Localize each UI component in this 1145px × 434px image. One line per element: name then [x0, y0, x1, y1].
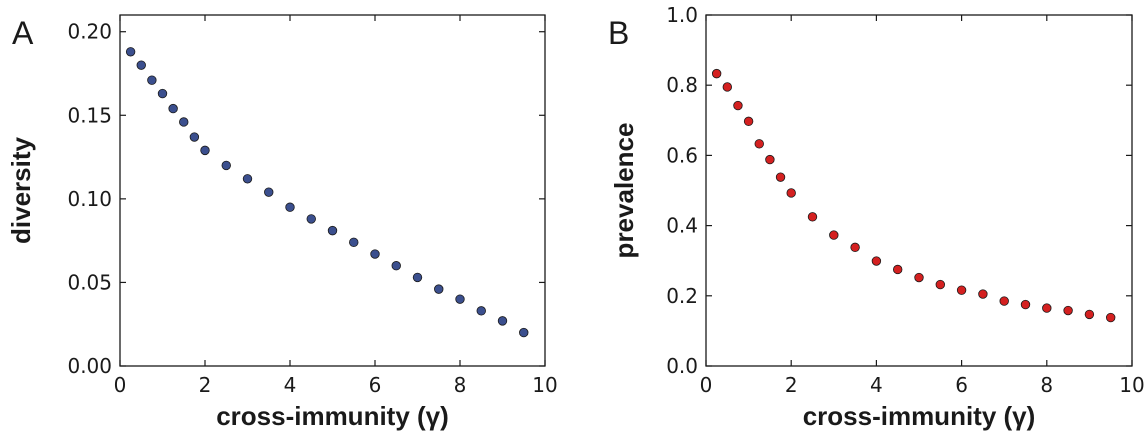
data-point: [200, 145, 210, 156]
x-tick-label: 8: [454, 373, 467, 397]
x-tick-label: 2: [199, 373, 212, 397]
x-tick-label: 4: [870, 373, 883, 397]
data-point: [893, 264, 903, 275]
data-point: [786, 188, 796, 198]
data-point: [242, 174, 253, 184]
y-axis-title: prevalence: [609, 123, 639, 259]
data-point: [391, 261, 401, 271]
data-point: [221, 160, 231, 171]
y-tick-label: 1.0: [666, 3, 698, 27]
x-axis-title: cross-immunity (γ): [216, 401, 449, 431]
y-tick-label: 0.2: [666, 284, 698, 308]
x-tick-label: 6: [955, 373, 968, 397]
data-point: [349, 237, 359, 248]
y-tick-label: 0.8: [666, 73, 698, 97]
data-point: [754, 139, 764, 149]
data-point: [1063, 305, 1073, 316]
x-tick-label: 0: [114, 373, 127, 397]
data-point: [935, 279, 946, 290]
data-point: [168, 103, 178, 114]
data-point: [455, 294, 465, 304]
data-point: [412, 272, 423, 283]
y-tick-label: 0.6: [666, 143, 698, 167]
data-point: [850, 242, 860, 253]
data-point: [327, 225, 338, 236]
data-point: [264, 187, 274, 197]
data-point: [370, 249, 380, 259]
x-tick-label: 0: [700, 373, 713, 397]
panel-B: B 0 2 4 6 8 10 0.0 0.2 0.4 0.6 0.8 1.0 cross-immunity…: [608, 3, 1145, 431]
plot-frame: [119, 14, 546, 367]
data-point: [476, 306, 486, 316]
data-point: [956, 285, 967, 295]
x-tick-label: 8: [1040, 373, 1053, 397]
data-point: [147, 75, 157, 85]
panel-letter: B: [608, 15, 629, 51]
data-point: [285, 202, 295, 212]
x-tick-label: 2: [785, 373, 798, 397]
data-point: [829, 230, 839, 240]
data-point: [775, 172, 786, 182]
data-point: [189, 132, 200, 142]
x-tick-label: 10: [1119, 373, 1144, 397]
x-tick-label: 10: [532, 373, 557, 397]
data-point: [306, 214, 316, 224]
data-point: [722, 82, 733, 92]
x-tick-label: 6: [369, 373, 382, 397]
data-point: [1105, 312, 1116, 323]
x-tick-label: 4: [284, 373, 297, 397]
y-tick-label: 0.20: [67, 20, 112, 44]
y-tick-label: 0.00: [67, 354, 112, 378]
data-point: [519, 327, 529, 338]
data-point: [434, 284, 444, 294]
data-point: [497, 316, 508, 326]
y-tick-label: 0.0: [666, 354, 698, 378]
data-point: [1042, 303, 1052, 313]
data-point: [999, 296, 1009, 306]
y-tick-label: 0.05: [67, 270, 112, 294]
data-point: [978, 289, 988, 299]
data-point: [1020, 299, 1031, 310]
data-point: [1084, 309, 1095, 320]
data-point: [765, 154, 775, 165]
panel-letter: A: [12, 15, 34, 51]
data-point: [733, 100, 743, 111]
x-axis-title: cross-immunity (γ): [803, 401, 1036, 431]
y-axis-title: diversity: [6, 136, 36, 243]
y-tick-label: 0.10: [67, 187, 112, 211]
panel-A: A 0 2 4 6 8 10 0.00 0.05 0.10 0.15 0.20 cross-immuni…: [6, 14, 558, 431]
data-point: [807, 212, 818, 222]
data-point: [157, 88, 168, 99]
data-point: [743, 116, 754, 127]
data-point: [711, 68, 722, 79]
plot-frame: [705, 14, 1133, 367]
data-point: [179, 117, 189, 127]
data-point: [125, 47, 136, 57]
data-point: [871, 256, 882, 266]
data-point: [136, 60, 146, 70]
data-point: [914, 272, 924, 283]
y-tick-label: 0.4: [666, 214, 698, 238]
y-tick-label: 0.15: [67, 103, 112, 127]
